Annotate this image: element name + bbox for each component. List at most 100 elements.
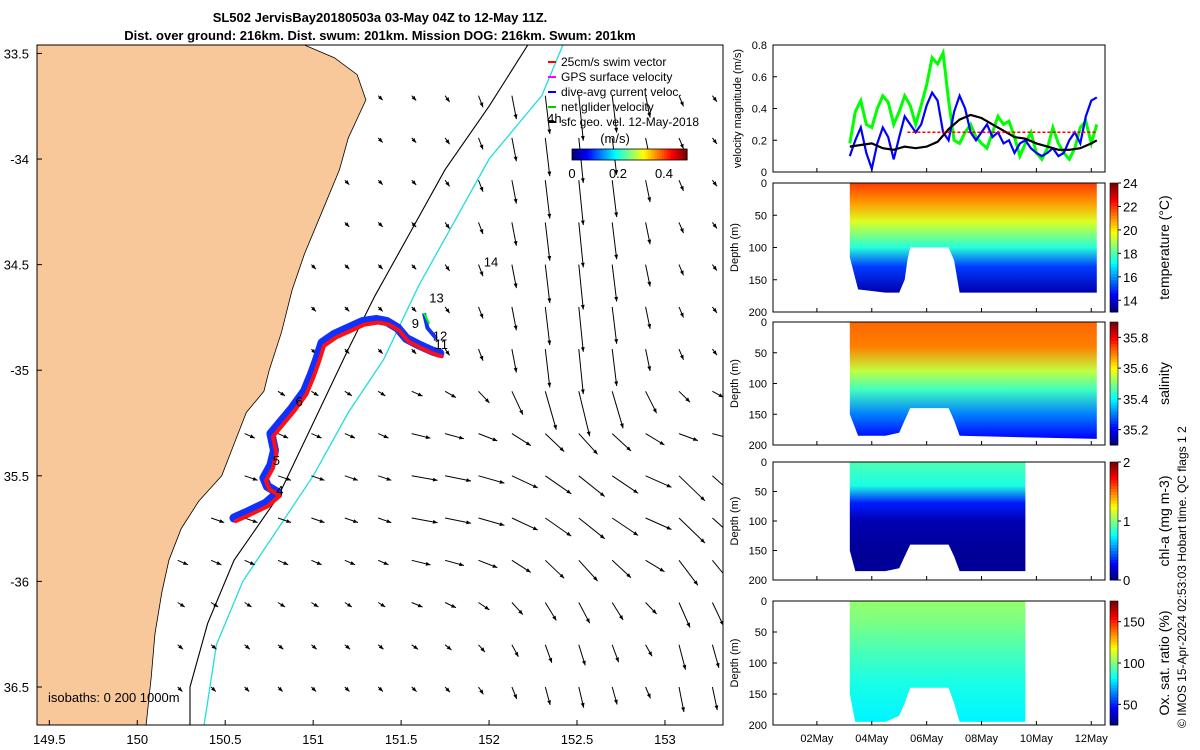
depth-tick-label: 50 [755, 627, 767, 639]
velocity-arrowhead [378, 349, 383, 354]
colorbar-segment [1110, 467, 1118, 472]
colorbar-segment [1110, 305, 1118, 310]
colorbar-segment [595, 149, 598, 160]
colorbar-segment [1110, 355, 1118, 360]
colorbar-segment [1110, 610, 1118, 614]
colorbar-tick-label: 150 [1123, 615, 1145, 630]
velocity-arrowhead [547, 129, 552, 134]
velocity-arrow [611, 306, 618, 344]
colorbar-segment [1110, 625, 1118, 630]
colorbar-segment [1110, 521, 1118, 525]
colorbar-segment [1110, 518, 1118, 522]
velocity-arrow [544, 95, 551, 135]
velocity-arrowhead [252, 519, 258, 523]
velocity-ytick-label: 0.4 [752, 104, 767, 116]
velocity-arrow [544, 264, 551, 304]
velocity-arrowhead [311, 686, 317, 692]
velocity-arrowhead [718, 393, 723, 398]
velocity-arrowhead [633, 489, 639, 494]
velocity-arrow [611, 95, 618, 133]
colorbar-segment [615, 149, 619, 160]
colorbar-segment [1110, 337, 1118, 341]
colorbar-segment [583, 149, 587, 160]
chart-title-line2: Dist. over ground: 216km. Dist. swum: 20… [124, 28, 636, 43]
colorbar-segment [1110, 349, 1118, 354]
velocity-arrowhead [666, 525, 672, 530]
colorbar-segment [1110, 488, 1118, 492]
colorbar-segment [1110, 718, 1118, 723]
colorbar-segment [592, 149, 596, 160]
velocity-arrowhead [614, 296, 619, 302]
depth-tick-label: 200 [749, 440, 767, 452]
velocity-arrowhead [547, 340, 552, 346]
colorbar-segment [1110, 212, 1118, 216]
colorbar-segment [1110, 263, 1118, 268]
velocity-arrowhead [311, 644, 317, 650]
velocity-arrowhead [525, 441, 531, 446]
colorbar-segment [1110, 503, 1118, 507]
colorbar-segment [1110, 547, 1118, 551]
colorbar-segment [1110, 515, 1118, 519]
velocity-arrowhead [547, 700, 551, 705]
colorbar-segment [604, 149, 608, 160]
velocity-series-line [849, 113, 1098, 151]
chart-title-line1: SL502 JervisBay20180503a 03-May 04Z to 1… [212, 10, 548, 25]
velocity-arrowhead [459, 562, 464, 567]
colorbar-segment [1110, 568, 1118, 572]
velocity-arrow [645, 517, 672, 530]
velocity-arrow [544, 306, 551, 346]
velocity-arrow [678, 475, 706, 502]
depth-tick-label: 100 [749, 516, 767, 528]
colorbar-tick-label: 18 [1123, 246, 1137, 261]
colorbar-segment [1110, 669, 1118, 673]
velocity-arrowhead [599, 492, 605, 497]
velocity-arrowhead [552, 615, 557, 621]
colorbar-segment [654, 149, 658, 160]
colorbar-segment [1110, 485, 1118, 490]
velocity-arrowhead [646, 693, 651, 699]
velocity-arrowhead [680, 270, 684, 276]
colorbar-segment [1110, 417, 1118, 421]
colorbar-segment [1110, 607, 1118, 611]
velocity-arrowhead [378, 95, 383, 101]
velocity-arrowhead [525, 568, 531, 573]
velocity-arrowhead [659, 441, 665, 445]
colorbar-segment [1110, 628, 1118, 633]
colorbar-segment [1110, 346, 1118, 351]
velocity-arrowhead [614, 212, 619, 218]
lat-tick-label: 35.5 [4, 469, 29, 484]
day-label: 13 [429, 291, 443, 306]
colorbar-segment [1110, 538, 1118, 543]
velocity-arrow [511, 475, 539, 489]
colorbar-segment [1110, 613, 1118, 617]
colorbar-segment [657, 149, 660, 160]
velocity-arrow [645, 475, 672, 488]
velocity-arrowhead [693, 580, 698, 586]
velocity-arrowhead [547, 298, 552, 303]
velocity-arrow [545, 475, 572, 495]
copyright-text: © IMOS 15-Apr-2024 02:53:03 Hobart time.… [1175, 426, 1189, 728]
colorbar-segment [618, 149, 621, 160]
velocity-series-line [848, 90, 1098, 173]
colorbar-segment [675, 149, 679, 160]
velocity-arrowhead [252, 477, 258, 481]
profile-data-field [849, 322, 1097, 439]
velocity-arrowhead [519, 409, 523, 415]
colorbar-segment [1110, 529, 1118, 534]
colorbar-segment [1110, 205, 1118, 210]
depth-tick-label: 0 [761, 457, 767, 469]
velocity-arrowhead [547, 171, 552, 177]
velocity-arrowhead [216, 561, 222, 565]
lon-tick-label: 153 [654, 732, 676, 747]
velocity-arrowhead [383, 561, 389, 565]
depth-tick-label: 0 [761, 178, 767, 190]
velocity-arrow [712, 475, 723, 486]
colorbar-segment [1110, 544, 1118, 549]
velocity-arrowhead [432, 519, 438, 524]
velocity-arrowhead [559, 447, 565, 452]
velocity-arrow [678, 517, 706, 544]
velocity-arrowhead [380, 602, 386, 607]
velocity-arrowhead [177, 686, 183, 692]
velocity-arrowhead [566, 489, 572, 494]
colorbar-segment [1110, 541, 1118, 546]
